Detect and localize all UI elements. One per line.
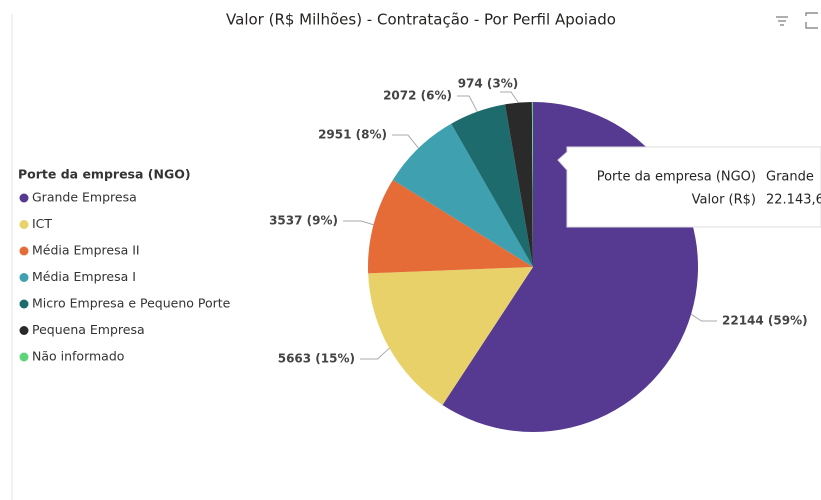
legend-marker	[19, 352, 29, 362]
pie-slice	[368, 267, 533, 405]
data-label: 22144 (59%)	[722, 314, 808, 328]
legend-marker	[19, 299, 29, 309]
leader-line	[500, 91, 519, 103]
tooltip-value: 22.143,6	[766, 193, 821, 208]
legend-marker	[19, 220, 29, 229]
leader-line	[343, 220, 374, 226]
legend-label: Micro Empresa e Pequeno Porte	[32, 296, 231, 311]
leader-line	[360, 347, 390, 360]
leader-line	[392, 134, 419, 149]
legend-marker	[19, 273, 29, 282]
leader-line	[690, 313, 717, 322]
legend-marker	[19, 193, 29, 203]
pie-slice	[505, 102, 533, 268]
data-labels: 22144 (59%) 5663 (15%) 3537 (9%) 2951 (8%) 2…	[269, 77, 808, 366]
tooltip-box	[557, 146, 821, 228]
legend-label: Média Empresa I	[32, 269, 136, 284]
legend-label: Pequena Empresa	[32, 322, 145, 337]
tooltip: Porte da empresa (NGO) Grande Valor (R$) 22…	[557, 146, 821, 228]
legend-title: Porte da empresa (NGO)	[18, 167, 191, 182]
legend-label: ICT	[32, 216, 52, 231]
legend-label: Não informado	[32, 349, 124, 364]
data-label: 974 (3%)	[458, 77, 519, 91]
pie-slice	[392, 123, 533, 267]
data-label: 2951 (8%)	[318, 128, 387, 142]
legend-marker	[19, 326, 29, 335]
chart-title: Valor (R$ Milhões) - Contratação - Por P…	[226, 11, 616, 29]
legend-label: Média Empresa II	[32, 243, 140, 258]
data-label: 3537 (9%)	[269, 214, 338, 228]
data-label: 2072 (6%)	[383, 89, 452, 103]
focus-icon[interactable]	[805, 12, 818, 29]
legend-label: Grande Empresa	[32, 190, 137, 205]
leader-line	[457, 95, 478, 112]
tooltip-value: Grande	[766, 170, 814, 185]
pie-slice	[368, 179, 533, 274]
tooltip-key: Valor (R$)	[692, 193, 756, 208]
tooltip-key: Porte da empresa (NGO)	[597, 170, 756, 185]
data-label: 5663 (15%)	[278, 352, 355, 366]
pie-slice	[451, 104, 533, 267]
pie-slice	[531, 102, 533, 267]
filter-icon[interactable]	[776, 16, 788, 26]
legend-marker	[19, 246, 29, 256]
